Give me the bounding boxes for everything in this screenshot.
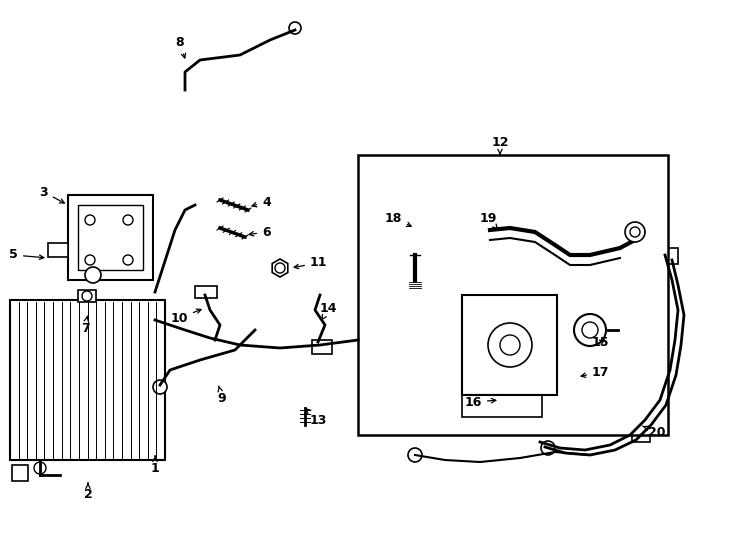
Text: 12: 12: [491, 136, 509, 154]
Text: 16: 16: [465, 395, 496, 408]
Text: 15: 15: [592, 335, 609, 348]
Text: 17: 17: [581, 366, 609, 379]
Circle shape: [85, 255, 95, 265]
Circle shape: [123, 255, 133, 265]
Circle shape: [630, 227, 640, 237]
Circle shape: [408, 448, 422, 462]
Bar: [462, 295, 557, 395]
Circle shape: [34, 462, 46, 474]
Bar: [409, 280, 421, 288]
Text: 19: 19: [479, 212, 498, 230]
Text: 9: 9: [218, 386, 226, 404]
Circle shape: [541, 441, 555, 455]
Text: 20: 20: [643, 426, 666, 438]
Text: 18: 18: [385, 212, 411, 226]
Circle shape: [625, 222, 645, 242]
Circle shape: [500, 335, 520, 355]
Text: 13: 13: [306, 409, 327, 427]
Text: 5: 5: [10, 248, 44, 261]
Text: 11: 11: [294, 256, 327, 269]
Polygon shape: [272, 259, 288, 277]
Text: 7: 7: [81, 316, 90, 334]
Circle shape: [488, 323, 532, 367]
Circle shape: [289, 22, 301, 34]
Bar: [48, 243, 68, 257]
Text: 1: 1: [150, 456, 159, 475]
Circle shape: [123, 215, 133, 225]
Circle shape: [82, 291, 92, 301]
Text: 8: 8: [175, 36, 186, 58]
Bar: [12, 465, 28, 481]
Bar: [462, 395, 542, 417]
Circle shape: [85, 267, 101, 283]
Text: 6: 6: [249, 226, 271, 239]
Bar: [78, 205, 143, 270]
Bar: [78, 290, 96, 302]
Circle shape: [153, 380, 167, 394]
Bar: [658, 248, 678, 264]
Circle shape: [582, 322, 598, 338]
Bar: [10, 300, 165, 460]
Bar: [68, 195, 153, 280]
Circle shape: [574, 314, 606, 346]
Circle shape: [275, 263, 285, 273]
Bar: [195, 286, 217, 298]
Bar: [358, 155, 668, 435]
Text: 3: 3: [40, 186, 65, 203]
Bar: [632, 428, 650, 442]
Bar: [312, 340, 332, 354]
Circle shape: [85, 215, 95, 225]
Text: 14: 14: [320, 301, 338, 320]
Text: 2: 2: [84, 483, 92, 502]
Text: 10: 10: [170, 309, 201, 325]
Text: 4: 4: [252, 195, 271, 208]
Circle shape: [407, 247, 423, 263]
